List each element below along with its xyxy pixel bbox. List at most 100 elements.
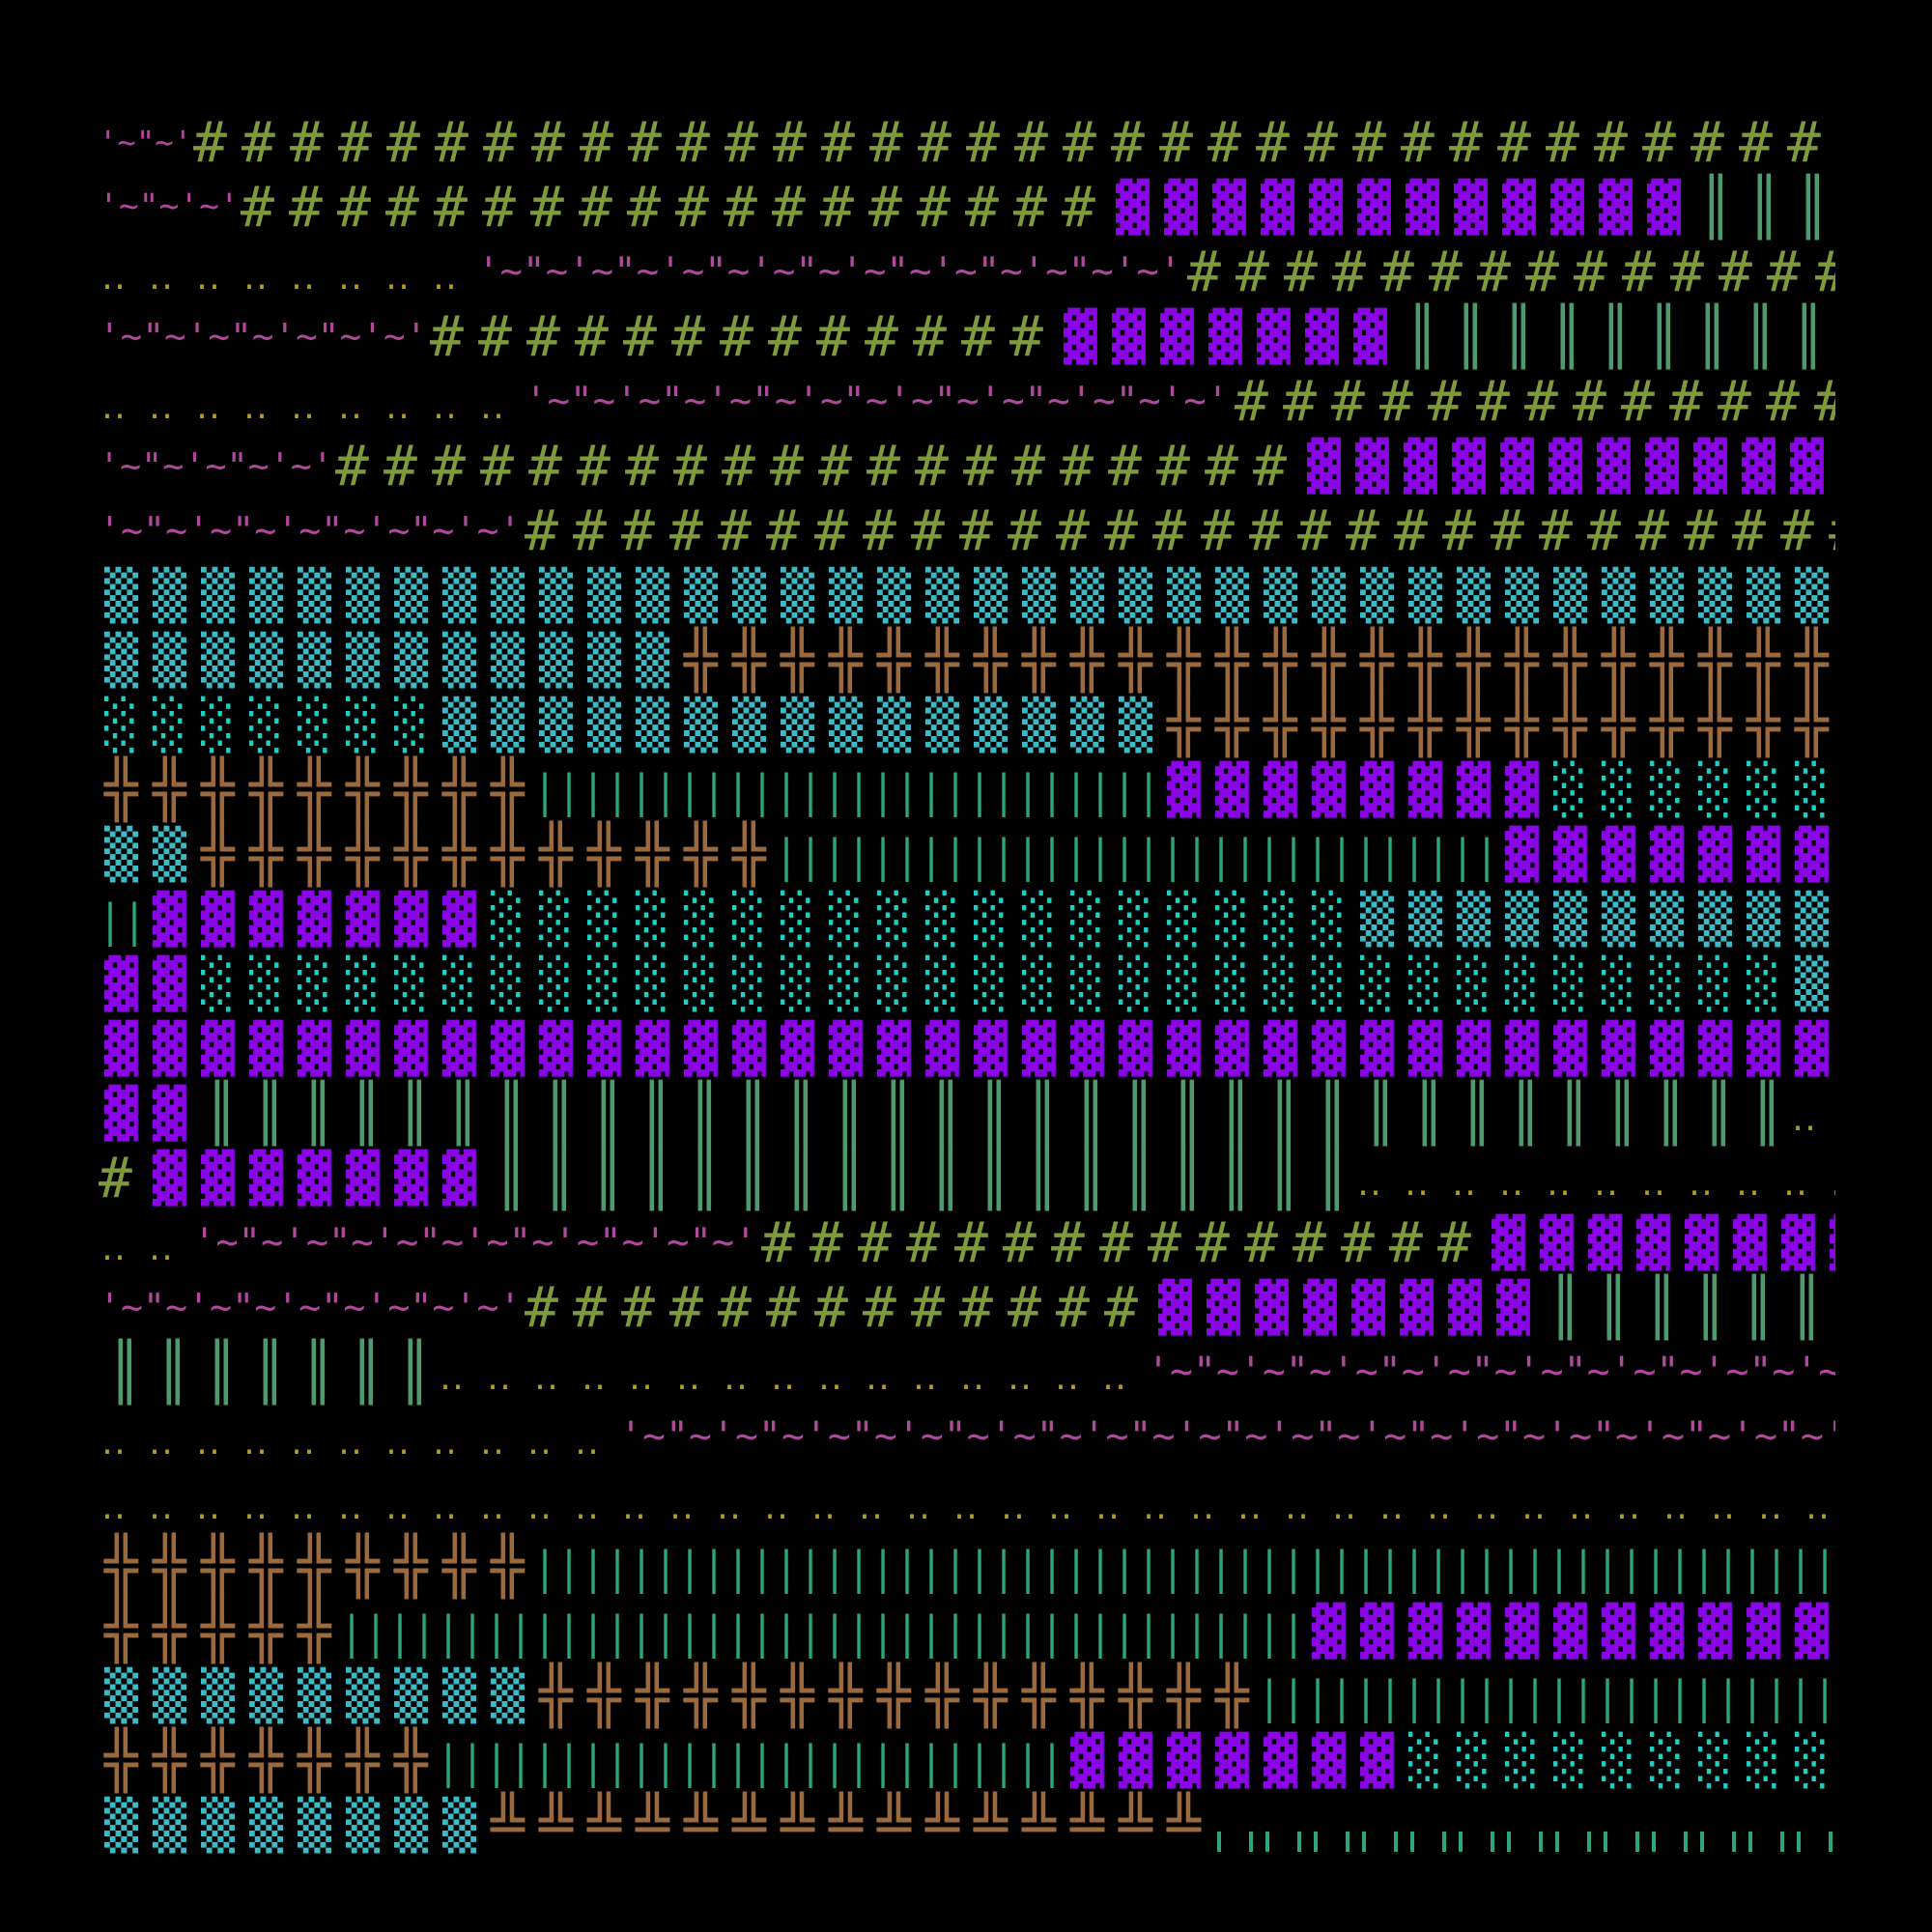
hash-glyph: #	[1594, 110, 1628, 175]
dark-shade-block-cell: ▓	[1451, 757, 1499, 822]
dark-shade-block-glyph: ▓	[1505, 825, 1539, 883]
dark-shade-block-cell: ▓	[1596, 1016, 1644, 1081]
dots-glyph: ..	[193, 392, 223, 426]
hash-cell: #	[963, 434, 1011, 498]
double-cross-glyph: ╬	[539, 1662, 573, 1728]
dark-shade-block-cell: ▓	[1644, 822, 1692, 887]
hash-glyph: #	[1732, 497, 1766, 563]
dots-glyph: ..	[99, 263, 128, 297]
light-shade-block-cell: ░	[871, 952, 920, 1016]
medium-shade-block-glyph: ▒	[1602, 566, 1635, 624]
double-vertical-cell: ║	[1589, 304, 1637, 369]
hash-glyph: #	[911, 1274, 945, 1340]
light-shade-block-glyph: ░	[925, 890, 959, 948]
dots-cell: ..	[815, 1340, 863, 1405]
dots-glyph: ..	[1780, 1169, 1810, 1203]
bar-pair-cell: | |	[1113, 822, 1161, 887]
dark-shade-block-glyph: ▓	[1795, 1019, 1829, 1077]
hash-glyph: #	[1235, 368, 1268, 434]
bar-glyph: |	[1306, 1543, 1330, 1595]
double-cross-cell: ╬	[485, 822, 533, 887]
light-shade-block-glyph: ░	[1698, 1731, 1732, 1789]
dots-cell: ..	[579, 1340, 626, 1405]
dots-glyph: ..	[863, 1363, 893, 1397]
dark-shade-block-cell: ▓	[1641, 175, 1690, 240]
dark-shade-block-glyph: ▓	[1208, 307, 1242, 365]
light-shade-block-cell: ░	[292, 693, 340, 757]
hash-cell: #	[1622, 240, 1670, 304]
dark-shade-block-glyph: ▓	[1309, 178, 1343, 236]
hash-glyph: #	[766, 1274, 800, 1340]
short-bar-pair-cell	[1403, 1793, 1451, 1858]
bar-pair-cell: | |	[1644, 1663, 1692, 1728]
medium-shade-block-glyph: ▒	[1022, 566, 1056, 624]
light-shade-block-glyph: ░	[1022, 954, 1056, 1012]
hash-cell: #	[627, 175, 675, 240]
short-bar-pair-cell	[1209, 1793, 1258, 1858]
medium-shade-block-glyph: ▒	[829, 696, 863, 753]
bar-glyph: |	[1813, 1672, 1835, 1724]
dots-glyph: ..	[1638, 1169, 1668, 1203]
tilde-text: '~"~'~"~'~"~'~"~'~"~'~"~'	[193, 1221, 757, 1264]
light-shade-block-glyph: ░	[1360, 954, 1394, 1012]
light-shade-block-glyph: ░	[974, 954, 1008, 1012]
hash-cell: #	[816, 304, 865, 369]
dark-shade-block-cell: ▓	[147, 887, 195, 952]
bar-glyph: |	[582, 1737, 606, 1789]
light-shade-block-cell: ░	[1113, 887, 1161, 952]
dots-glyph: ..	[1661, 1492, 1690, 1526]
double-vertical-cell: ║	[340, 1340, 388, 1405]
hash-glyph: #	[669, 1274, 703, 1340]
double-vertical-cell: ║	[195, 1081, 243, 1146]
bar-glyph: |	[920, 1607, 944, 1660]
dark-shade-block-glyph: ▓	[1307, 437, 1341, 495]
dots-glyph: ..	[1828, 1167, 1835, 1206]
bar-glyph: |	[1209, 1607, 1234, 1660]
dark-shade-block-cell: ▓	[340, 1146, 388, 1210]
dark-shade-block-cell: ▓	[1499, 1016, 1548, 1081]
hash-glyph: #	[526, 303, 560, 369]
dots-glyph: ..	[477, 1428, 507, 1462]
light-shade-block-glyph: ░	[1215, 890, 1249, 948]
double-cross-glyph: ╬	[1505, 627, 1539, 693]
double-cross-glyph: ╬	[1553, 627, 1587, 693]
dots-glyph: ..	[430, 263, 460, 297]
short-bar	[1732, 1832, 1736, 1852]
bar-glyph: |	[944, 831, 968, 883]
dots-glyph: ..	[667, 1492, 696, 1526]
double-vertical-cell: ║	[485, 1146, 533, 1210]
bar-pair-cell: | |	[968, 1599, 1016, 1663]
dots-glyph: ..	[335, 392, 365, 426]
double-vertical-glyph: ║	[156, 1339, 190, 1405]
medium-shade-block-cell: ▒	[533, 628, 582, 693]
light-shade-block-glyph: ░	[732, 954, 766, 1012]
short-bar-pair-cell	[1451, 1793, 1499, 1858]
dark-shade-block-glyph: ▓	[1599, 178, 1633, 236]
bar-glyph: |	[1741, 1543, 1765, 1595]
dark-shade-block-cell: ▓	[1303, 175, 1351, 240]
hash-glyph: #	[1051, 1209, 1085, 1275]
dots-glyph: ..	[1187, 1492, 1217, 1526]
dark-shade-block-cell: ▓	[99, 1081, 147, 1146]
double-vertical-glyph: ║	[639, 1145, 673, 1210]
double-cross-glyph: ╬	[249, 756, 283, 822]
double-cross-cell: ╬	[920, 1663, 968, 1728]
double-vertical-glyph: ║	[736, 1080, 770, 1146]
bar-glyph: |	[678, 1607, 702, 1660]
double-cross-cell: ╬	[1692, 628, 1741, 693]
medium-shade-block-glyph: ▒	[539, 631, 573, 689]
dark-shade-block-cell: ▓	[1789, 1016, 1835, 1081]
light-shade-block-cell: ░	[968, 887, 1016, 952]
medium-shade-block-glyph: ▒	[1650, 566, 1684, 624]
hash-cell: #	[1156, 434, 1205, 498]
dark-shade-block-cell: ▓	[1161, 1728, 1209, 1793]
medium-shade-block-glyph: ▒	[104, 631, 138, 689]
hash-cell: #	[1449, 110, 1497, 175]
medium-shade-block-cell: ▒	[1161, 563, 1209, 628]
medium-shade-block-glyph: ▒	[298, 566, 331, 624]
dark-shade-block-glyph: ▓	[1747, 1019, 1780, 1077]
light-shade-block-cell: ░	[1692, 757, 1741, 822]
bar-glyph: |	[1040, 1543, 1065, 1595]
bar-glyph: |	[823, 831, 847, 883]
bar-pair-cell: | |	[1065, 822, 1113, 887]
